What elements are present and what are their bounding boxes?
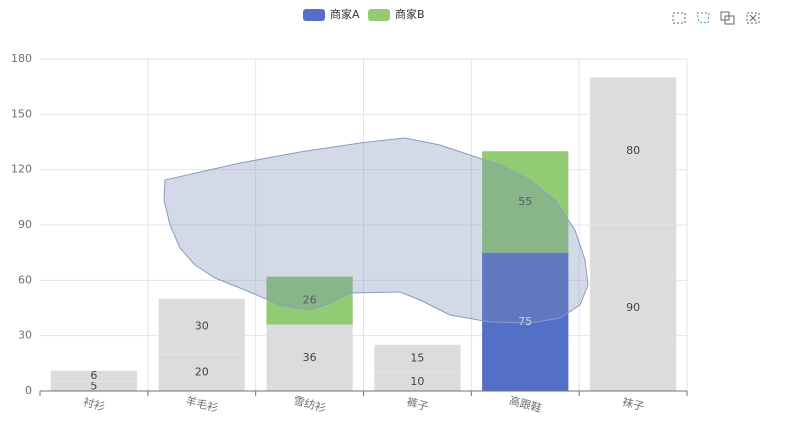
value-label: 36	[303, 351, 317, 364]
value-label: 30	[195, 319, 209, 332]
bar	[266, 324, 353, 392]
y-tick-label: 180	[11, 52, 32, 65]
legend-swatch	[303, 9, 325, 21]
bar	[482, 151, 569, 253]
bar	[50, 370, 138, 383]
x-tick-label: 雪纺衫	[292, 393, 327, 415]
value-label: 20	[195, 366, 209, 379]
legend-label: 商家B	[395, 7, 425, 21]
y-tick-label: 90	[18, 218, 32, 231]
clear-select-icon[interactable]	[746, 12, 760, 24]
bar	[589, 224, 677, 392]
bar	[374, 344, 461, 373]
value-label: 75	[518, 315, 532, 328]
toolbox[interactable]	[672, 11, 760, 25]
value-label: 15	[410, 352, 424, 365]
value-label: 5	[90, 379, 97, 392]
brush-lasso	[163, 137, 589, 324]
value-label: 90	[626, 301, 640, 314]
bar	[589, 77, 677, 226]
value-label: 26	[303, 294, 317, 307]
y-tick-label: 120	[11, 163, 32, 176]
rect-select-icon[interactable]	[672, 12, 686, 24]
value-label: 6	[90, 369, 97, 382]
legend-swatch	[368, 9, 390, 21]
x-tick-label: 高跟鞋	[508, 393, 543, 415]
value-label: 55	[518, 195, 532, 208]
y-tick-label: 30	[18, 329, 32, 342]
keep-select-icon[interactable]	[720, 11, 735, 25]
x-tick-label: 裤子	[405, 394, 430, 413]
x-tick-label: 羊毛衫	[184, 393, 219, 415]
value-label: 80	[626, 144, 640, 157]
x-tick-label: 袜子	[621, 394, 646, 413]
value-label: 10	[410, 375, 424, 388]
lasso-select-icon[interactable]	[696, 12, 710, 24]
y-tick-label: 150	[11, 107, 32, 120]
bar	[158, 298, 246, 355]
y-tick-label: 60	[18, 273, 32, 286]
x-tick-label: 衬衫	[82, 395, 107, 413]
y-tick-label: 0	[25, 384, 32, 397]
bar	[266, 276, 353, 325]
legend-label: 商家A	[330, 7, 360, 21]
